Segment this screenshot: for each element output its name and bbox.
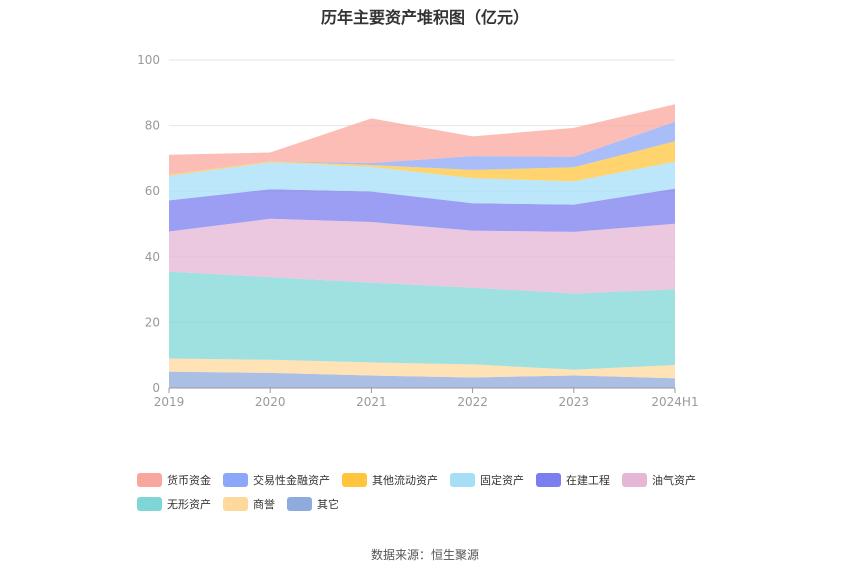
- area-series-交易性金融资产: [169, 121, 675, 175]
- y-tick-label: 80: [145, 119, 160, 133]
- legend: 货币资金 交易性金融资产 其他流动资产 固定资产 在建工程 油气资产无形资产 商誉 其它: [137, 472, 757, 512]
- x-tick-label: 2022: [457, 395, 488, 409]
- y-tick-label: 40: [145, 250, 160, 264]
- legend-label: 其它: [317, 498, 339, 511]
- area-series-无形资产: [169, 271, 675, 370]
- legend-item[interactable]: 其他流动资产: [342, 472, 438, 488]
- legend-swatch: [223, 473, 248, 487]
- legend-label: 交易性金融资产: [253, 474, 330, 487]
- area-series-油气资产: [169, 218, 675, 294]
- x-tick-label: 2020: [255, 395, 286, 409]
- x-tick-label: 2019: [154, 395, 185, 409]
- y-tick-label: 0: [152, 381, 160, 395]
- area-series-货币资金: [169, 104, 675, 175]
- area-series: [169, 104, 675, 388]
- legend-swatch: [536, 473, 561, 487]
- y-tick-label: 20: [145, 315, 160, 329]
- area-series-固定资产: [169, 161, 675, 205]
- chart-title: 历年主要资产堆积图（亿元）: [320, 8, 529, 27]
- legend-item[interactable]: 货币资金: [137, 472, 211, 488]
- legend-label: 其他流动资产: [372, 474, 438, 487]
- legend-swatch: [287, 497, 312, 511]
- legend-item[interactable]: 交易性金融资产: [223, 472, 330, 488]
- area-series-其它: [169, 371, 675, 388]
- legend-label: 商誉: [253, 498, 275, 511]
- legend-label: 在建工程: [566, 474, 610, 487]
- legend-item[interactable]: 在建工程: [536, 472, 610, 488]
- y-tick-label: 60: [145, 184, 160, 198]
- legend-item[interactable]: 其它: [287, 496, 339, 512]
- legend-swatch: [450, 473, 475, 487]
- legend-item[interactable]: 油气资产: [622, 472, 696, 488]
- legend-item[interactable]: 固定资产: [450, 472, 524, 488]
- x-tick-label: 2024H1: [651, 395, 698, 409]
- legend-label: 固定资产: [480, 474, 524, 487]
- stacked-area-chart: 0 20 40 60 80 100 2019 2020 2021 2022 2023 2024H1: [137, 53, 699, 409]
- legend-label: 货币资金: [167, 474, 211, 487]
- legend-swatch: [342, 473, 367, 487]
- legend-swatch: [137, 497, 162, 511]
- legend-swatch: [137, 473, 162, 487]
- area-series-商誉: [169, 358, 675, 379]
- legend-swatch: [223, 497, 248, 511]
- legend-item[interactable]: 商誉: [223, 496, 275, 512]
- area-series-在建工程: [169, 188, 675, 232]
- x-tick-label: 2021: [356, 395, 387, 409]
- legend-swatch: [622, 473, 647, 487]
- axes: 0 20 40 60 80 100 2019 2020 2021 2022 2023 2024H1: [137, 53, 699, 409]
- source-label: 数据来源：恒生聚源: [370, 548, 479, 562]
- legend-item[interactable]: 无形资产: [137, 496, 211, 512]
- x-tick-label: 2023: [559, 395, 590, 409]
- area-series-其他流动资产: [169, 141, 675, 182]
- legend-label: 无形资产: [167, 498, 211, 511]
- legend-label: 油气资产: [652, 474, 696, 487]
- y-tick-label: 100: [137, 53, 160, 67]
